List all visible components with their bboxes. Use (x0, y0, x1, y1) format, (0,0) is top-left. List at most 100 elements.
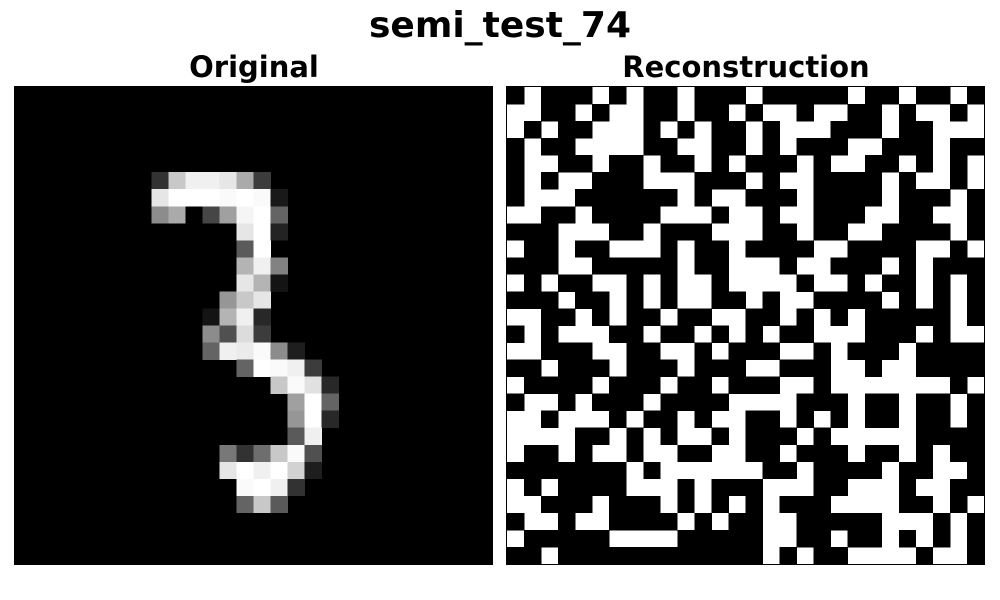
reconstruction-pixel (762, 138, 780, 156)
original-pixel (304, 444, 322, 463)
original-pixel (253, 291, 271, 309)
reconstruction-pixel (966, 223, 984, 241)
original-pixel (202, 172, 220, 190)
reconstruction-pixel (711, 121, 729, 139)
reconstruction-pixel (609, 189, 627, 207)
reconstruction-pixel (745, 478, 763, 497)
reconstruction-pixel (762, 427, 780, 446)
reconstruction-pixel (762, 291, 780, 309)
reconstruction-pixel (643, 308, 661, 326)
reconstruction-pixel (898, 104, 917, 122)
reconstruction-pixel (966, 393, 984, 412)
reconstruction-pixel (609, 410, 627, 429)
reconstruction-pixel (796, 359, 814, 377)
reconstruction-pixel (711, 172, 729, 190)
reconstruction-pixel (609, 172, 627, 190)
original-pixel (253, 495, 271, 514)
reconstruction-pixel (915, 308, 934, 326)
reconstruction-pixel (558, 274, 576, 292)
reconstruction-pixel (898, 529, 917, 548)
original-pixel (236, 478, 254, 497)
reconstruction-pixel (779, 189, 797, 207)
reconstruction-pixel (541, 104, 559, 122)
reconstruction-pixel (694, 308, 712, 326)
reconstruction-pixel (558, 359, 576, 377)
reconstruction-pixel (745, 104, 763, 122)
reconstruction-pixel (541, 444, 559, 463)
reconstruction-pixel (813, 512, 832, 531)
original-pixel (304, 393, 322, 412)
reconstruction-pixel (677, 308, 695, 326)
original-pixel (287, 376, 305, 394)
reconstruction-pixel (575, 495, 593, 514)
reconstruction-pixel (609, 206, 627, 224)
reconstruction-pixel (915, 155, 934, 173)
reconstruction-pixel (813, 172, 832, 190)
original-pixel (270, 206, 288, 224)
reconstruction-pixel (830, 291, 849, 309)
reconstruction-pixel (609, 461, 627, 480)
reconstruction-pixel (592, 393, 610, 412)
reconstruction-pixel (609, 478, 627, 497)
original-pixel (321, 410, 340, 429)
reconstruction-pixel (677, 478, 695, 497)
original-pixel (287, 359, 305, 377)
original-pixel (304, 461, 322, 480)
reconstruction-pixel (779, 87, 797, 105)
reconstruction-pixel (660, 512, 678, 531)
reconstruction-pixel (830, 444, 849, 463)
reconstruction-pixel (558, 138, 576, 156)
original-pixel (236, 189, 254, 207)
reconstruction-pixel (966, 87, 984, 105)
reconstruction-pixel (660, 393, 678, 412)
original-pixel (236, 291, 254, 309)
reconstruction-pixel (949, 104, 968, 122)
reconstruction-pixel (745, 240, 763, 258)
reconstruction-pixel (660, 427, 678, 446)
original-pixel (219, 308, 237, 326)
reconstruction-pixel (626, 257, 644, 275)
figure-title: semi_test_74 (368, 5, 632, 46)
reconstruction-pixel (524, 257, 542, 275)
reconstruction-pixel (575, 274, 593, 292)
original-pixel (202, 342, 220, 360)
reconstruction-pixel (966, 291, 984, 309)
reconstruction-pixel (728, 546, 746, 564)
reconstruction-pixel (915, 138, 934, 156)
reconstruction-pixel (592, 529, 610, 548)
reconstruction-pixel (592, 206, 610, 224)
reconstruction-pixel (898, 240, 917, 258)
reconstruction-pixel (626, 359, 644, 377)
reconstruction-pixel (813, 87, 832, 105)
reconstruction-pixel (847, 121, 866, 139)
reconstruction-pixel (626, 427, 644, 446)
reconstruction-pixel (558, 393, 576, 412)
reconstruction-pixel (626, 155, 644, 173)
reconstruction-pixel (932, 427, 951, 446)
reconstruction-pixel (762, 223, 780, 241)
reconstruction-pixel (915, 206, 934, 224)
reconstruction-pixel (830, 512, 849, 531)
original-pixel (219, 461, 237, 480)
reconstruction-pixel (626, 223, 644, 241)
reconstruction-pixel (881, 325, 900, 343)
reconstruction-pixel (949, 495, 968, 514)
reconstruction-pixel (728, 376, 746, 394)
reconstruction-pixel (881, 155, 900, 173)
reconstruction-pixel (541, 325, 559, 343)
reconstruction-pixel (779, 461, 797, 480)
reconstruction-pixel (745, 155, 763, 173)
reconstruction-pixel (728, 172, 746, 190)
reconstruction-pixel (609, 155, 627, 173)
reconstruction-pixel (932, 257, 951, 275)
reconstruction-pixel (796, 410, 814, 429)
reconstruction-pixel (864, 291, 883, 309)
reconstruction-pixel (507, 155, 525, 173)
reconstruction-pixel (660, 410, 678, 429)
reconstruction-pixel (932, 189, 951, 207)
reconstruction-pixel (541, 342, 559, 360)
reconstruction-pixel (813, 478, 832, 497)
reconstruction-pixel (745, 410, 763, 429)
reconstruction-pixel (524, 274, 542, 292)
reconstruction-pixel (643, 461, 661, 480)
